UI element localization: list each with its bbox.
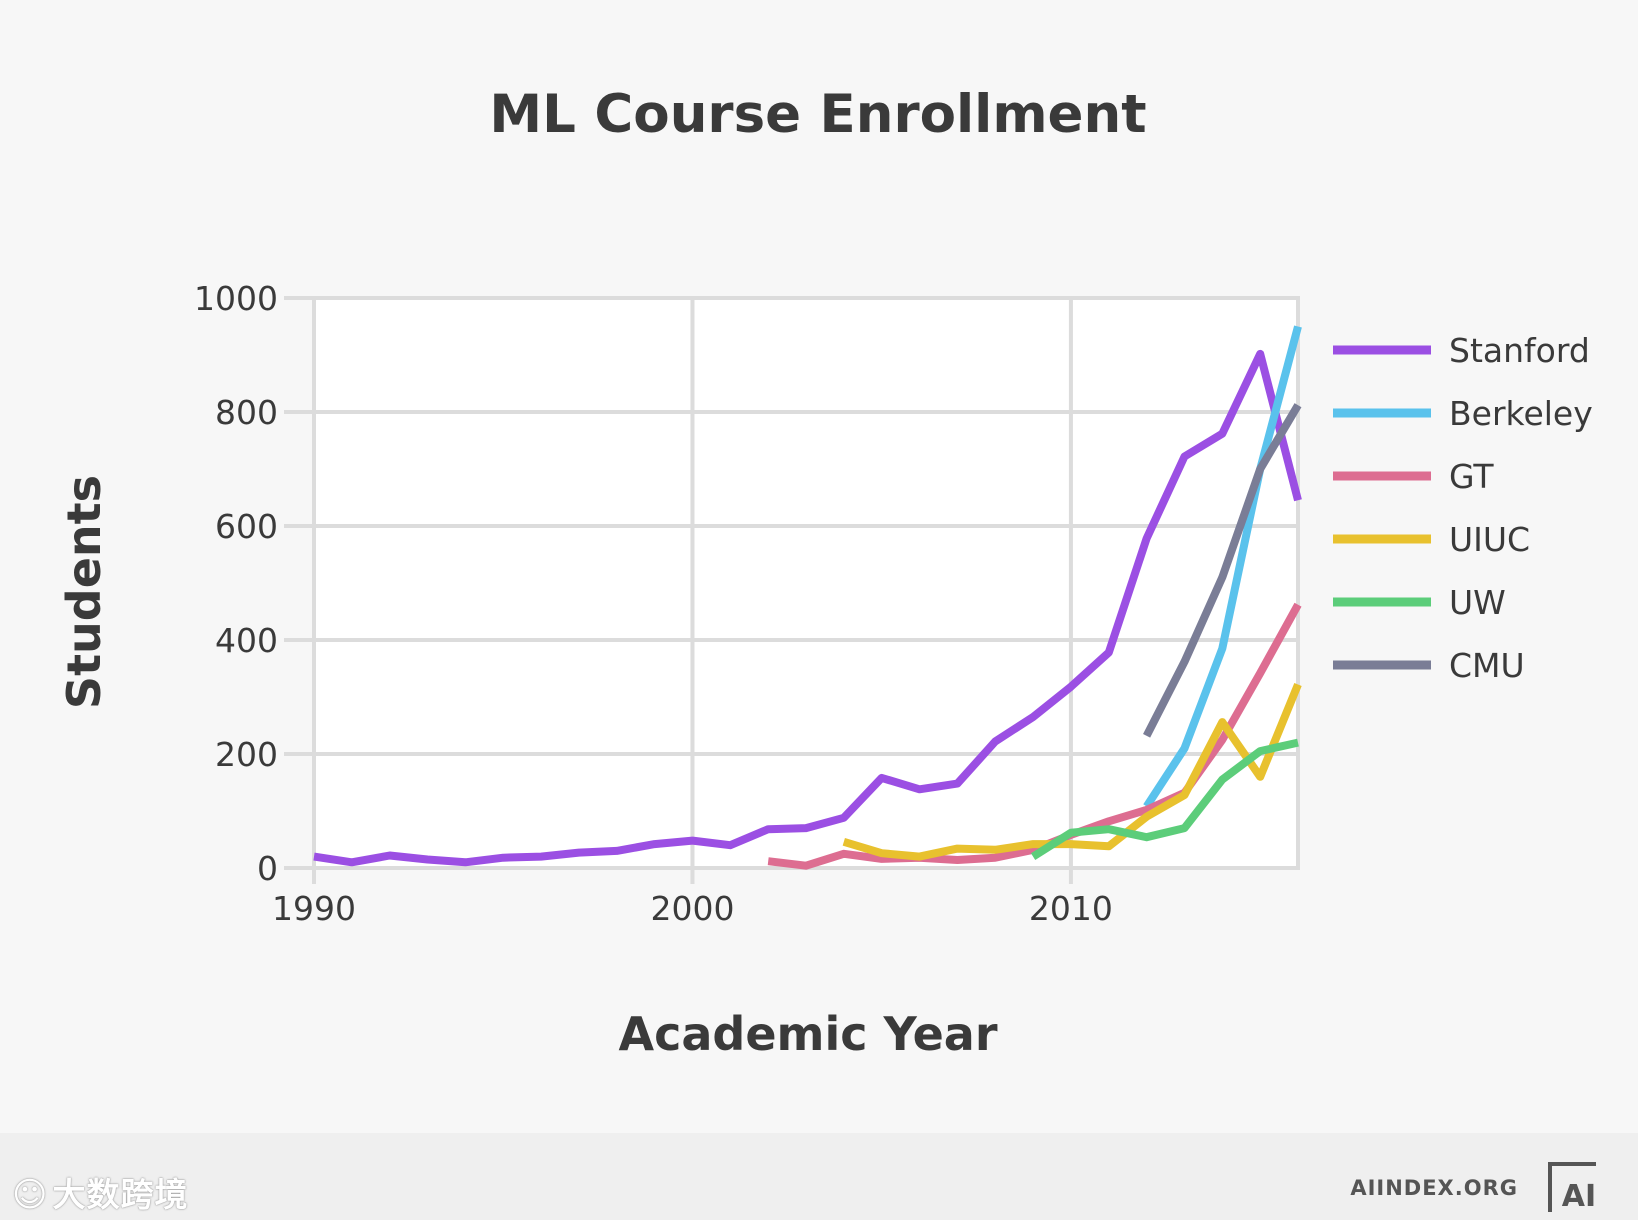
legend: Stanford Berkeley GT UIUC UW CMU xyxy=(1333,331,1593,685)
footer-bar xyxy=(0,1133,1638,1220)
x-tick-label: 1990 xyxy=(272,889,356,928)
x-tick-label: 2010 xyxy=(1029,889,1113,928)
line-chart: ML Course Enrollment Academic Year Stude… xyxy=(57,84,1593,1061)
series-line-berkeley xyxy=(1143,325,1302,809)
series-line-uiuc xyxy=(842,682,1302,861)
y-tick-label: 400 xyxy=(215,621,278,660)
y-tick-label: 600 xyxy=(215,507,278,546)
y-tick-label: 200 xyxy=(215,735,278,774)
plot-area: 0 200 400 600 800 1000 1990 2000 2010 xyxy=(194,279,1302,928)
ai-logo-text: AI xyxy=(1562,1179,1596,1212)
plot-background xyxy=(314,298,1298,868)
legend-label-uiuc: UIUC xyxy=(1449,520,1530,559)
y-axis-label: Students xyxy=(57,475,111,709)
y-tick-label: 1000 xyxy=(194,279,278,318)
legend-label-berkeley: Berkeley xyxy=(1449,394,1593,433)
legend-label-stanford: Stanford xyxy=(1449,331,1590,370)
watermark: ☺ 大数跨境 xyxy=(12,1168,188,1216)
legend-label-gt: GT xyxy=(1449,457,1494,496)
series-line-gt xyxy=(767,602,1302,870)
series-line-uw xyxy=(1030,738,1299,860)
watermark-logo-icon: ☺ xyxy=(12,1175,49,1215)
y-tick-label: 800 xyxy=(215,393,278,432)
legend-label-uw: UW xyxy=(1449,583,1506,622)
series-line-stanford xyxy=(313,349,1302,867)
ai-index-logo-icon: AI xyxy=(1548,1162,1596,1212)
watermark-text: 大数跨境 xyxy=(52,1175,189,1214)
legend-label-cmu: CMU xyxy=(1449,646,1525,685)
y-tick-label: 0 xyxy=(257,849,278,888)
series-line-cmu xyxy=(1143,403,1302,738)
chart-title: ML Course Enrollment xyxy=(489,84,1146,145)
x-axis-label: Academic Year xyxy=(618,1007,997,1061)
source-label[interactable]: AIINDEX.ORG xyxy=(1350,1176,1518,1200)
x-tick-label: 2000 xyxy=(650,889,734,928)
